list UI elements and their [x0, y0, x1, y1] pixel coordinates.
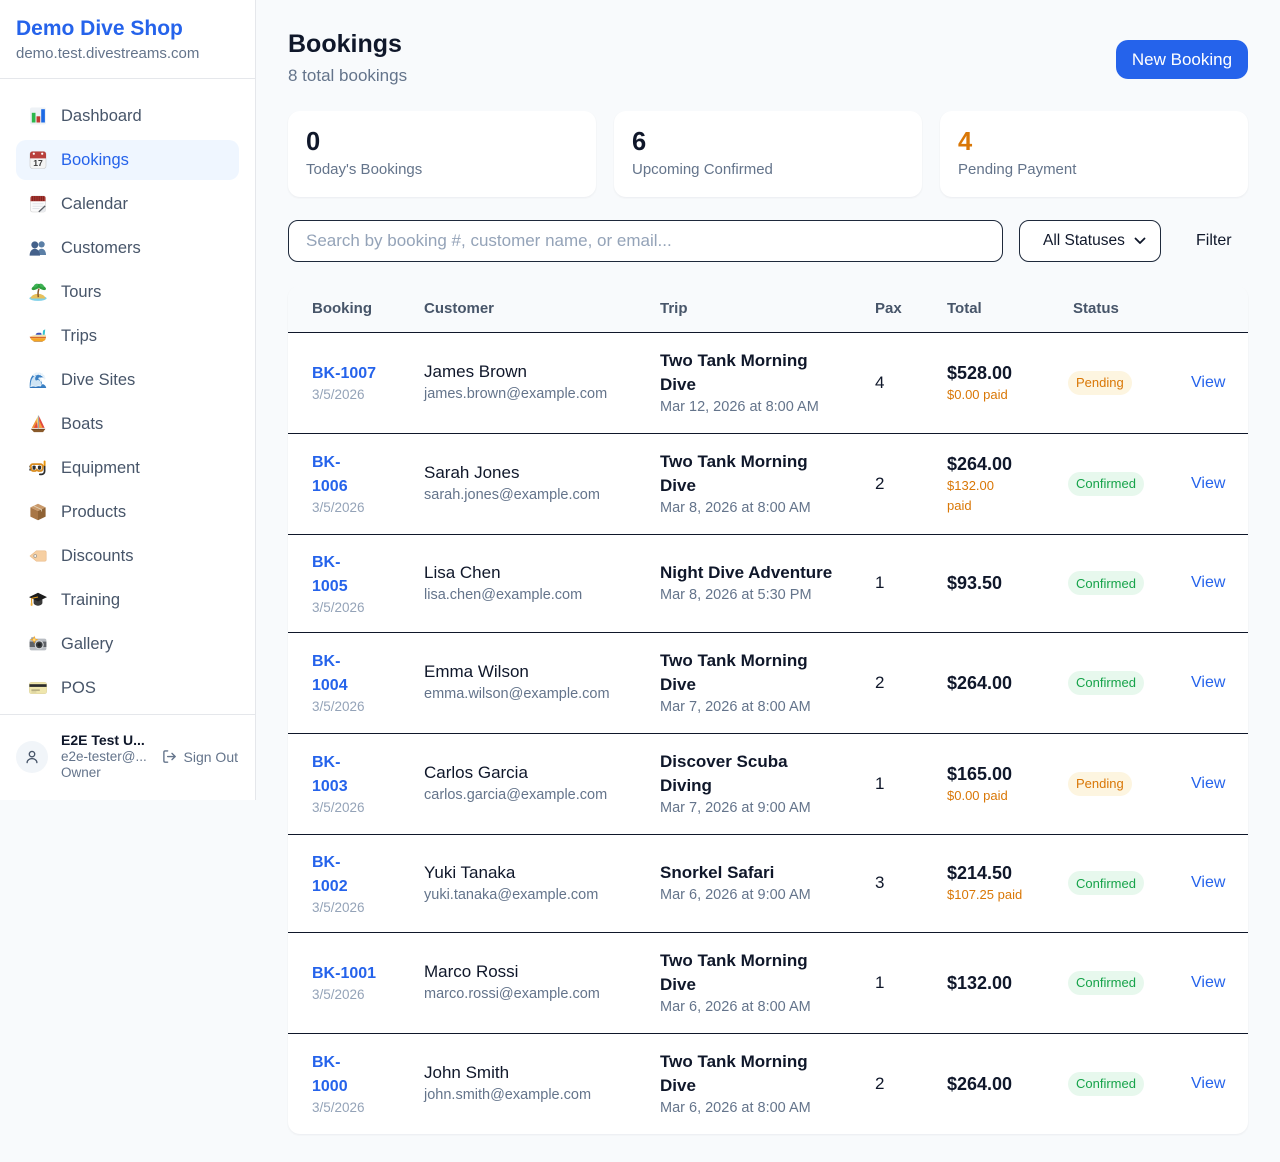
svg-text:17: 17: [33, 158, 43, 168]
